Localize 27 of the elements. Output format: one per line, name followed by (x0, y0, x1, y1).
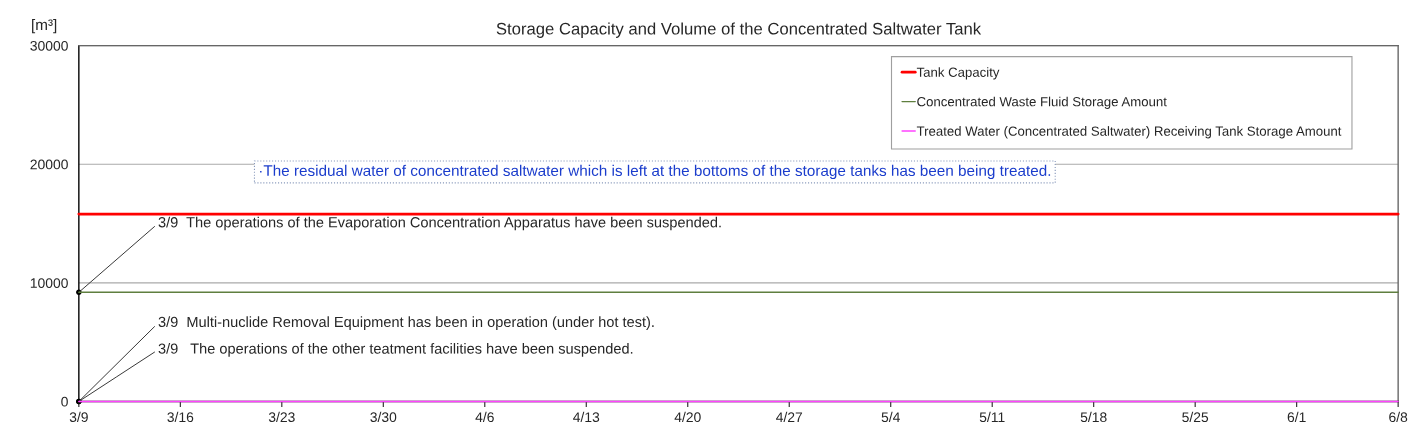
x-tick-label: 4/20 (674, 411, 701, 423)
annotation: 3/9 The operations of the other teatment facilities have been suspended. (158, 343, 633, 357)
x-tick-label: 5/18 (1080, 411, 1107, 423)
x-tick-label: 3/30 (370, 411, 397, 423)
x-tick-label: 6/1 (1287, 411, 1306, 423)
annotation: 3/9 Multi-nuclide Removal Equipment has been in operation (under hot test). (158, 316, 654, 330)
y-axis-title: [m³] (32, 18, 57, 34)
x-tick-label: 6/8 (1389, 411, 1408, 423)
y-tick-label: 0 (61, 396, 68, 407)
x-tick-label: 5/11 (979, 411, 1005, 423)
x-tick-label: 3/23 (268, 411, 295, 423)
x-tick-label: 5/4 (881, 411, 900, 423)
legend-label: Treated Water (Concentrated Saltwater) Receiving Tank Storage Amount (916, 126, 1342, 139)
y-tick-label: 20000 (30, 159, 68, 170)
chart-title: Storage Capacity and Volume of the Concentrated Saltwater Tank (496, 22, 982, 38)
x-tick-label: 3/9 (69, 411, 88, 423)
x-tick-label: 4/27 (776, 411, 803, 423)
annotation: ·The residual water of concentrated saltwater which is left at the bottoms of the storage tanks has been being treated. (260, 164, 1051, 180)
x-tick-label: 5/25 (1182, 411, 1209, 423)
annotation: 3/9 The operations of the Evaporation Concentration Apparatus have been suspended. (158, 216, 721, 231)
x-tick-label: 4/6 (475, 411, 494, 423)
legend-label: Concentrated Waste Fluid Storage Amount (917, 96, 1167, 109)
x-tick-label: 3/16 (167, 411, 194, 423)
y-tick-label: 10000 (30, 278, 68, 288)
legend-label: Tank Capacity (916, 67, 1000, 80)
y-tick-label: 30000 (30, 40, 68, 51)
x-tick-label: 4/13 (573, 411, 600, 423)
